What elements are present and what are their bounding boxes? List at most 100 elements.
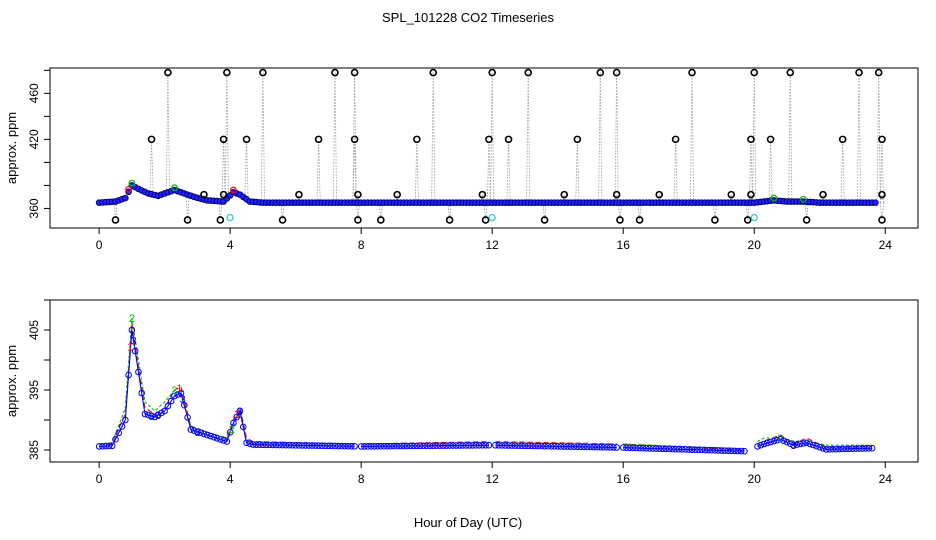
series-3-point — [344, 442, 352, 450]
series-3-point — [393, 442, 401, 450]
series-3-point — [685, 446, 693, 453]
series-3-point — [531, 442, 539, 450]
series-3-point — [272, 441, 280, 449]
top-panel: 0 4 8 12 16 20 24 360 420 460 approx. ppm — [4, 67, 919, 252]
spike-point — [573, 135, 582, 144]
spike-point — [183, 216, 192, 224]
series-3-point — [462, 442, 470, 449]
series-3-point — [292, 442, 299, 449]
series-3-point — [118, 423, 126, 430]
spike-line — [414, 139, 418, 203]
spike-point — [445, 216, 454, 224]
figure-title: SPL_101228 CO2 Timeseries — [382, 10, 554, 25]
series-3-point — [698, 446, 706, 454]
spike-line — [599, 72, 603, 203]
spike-point — [259, 68, 267, 77]
series-3-point — [357, 443, 365, 450]
spike-point — [242, 135, 251, 144]
series-3-point — [262, 441, 270, 449]
top-y-axis: 360 420 460 — [27, 69, 50, 218]
series-3-point — [108, 442, 116, 450]
spike-point — [481, 216, 490, 224]
series-3-point — [426, 442, 434, 450]
series-label: 2 — [171, 385, 177, 397]
series-3-point — [800, 440, 807, 447]
spike-point — [219, 135, 228, 144]
series-label: 1 — [127, 342, 133, 354]
series-3-point — [289, 441, 296, 449]
series-3-point — [515, 442, 522, 449]
spike-point — [278, 216, 287, 224]
spike-line — [876, 72, 880, 203]
series-3-point — [672, 445, 679, 453]
series-3-point — [131, 347, 139, 355]
series-3-point — [259, 441, 267, 449]
series-3-point — [141, 410, 149, 418]
spike-point — [111, 216, 120, 224]
spike-line — [789, 72, 793, 202]
series-3-point — [832, 445, 840, 453]
series-3-point — [230, 419, 237, 427]
series-3-point — [387, 442, 394, 450]
series-3-point — [239, 423, 247, 431]
series-3-point — [852, 445, 860, 452]
series-label: 2 — [129, 313, 135, 325]
series-3-point — [760, 440, 768, 448]
series-3-point — [849, 445, 856, 453]
spike-line — [788, 72, 791, 202]
series-label: 3 — [155, 410, 161, 422]
spike-line — [352, 139, 356, 203]
series-3-point — [629, 444, 637, 452]
series-3-point — [718, 447, 725, 454]
series-3-point — [806, 440, 814, 448]
series-3-point — [567, 443, 575, 450]
spike-point — [560, 190, 569, 199]
series-3-point — [449, 442, 457, 449]
series-3-point — [655, 445, 663, 452]
spike-line — [840, 139, 844, 203]
series-3-point — [587, 443, 594, 451]
spike-line — [332, 72, 336, 203]
series-3-point — [446, 442, 453, 449]
spike-line — [224, 72, 228, 199]
bottom-x-tick-label: 8 — [358, 472, 365, 486]
bottom-x-tick-label: 24 — [879, 472, 893, 486]
series-3-point — [675, 445, 683, 453]
series-3-point — [158, 409, 165, 417]
series-label: 1 — [234, 409, 240, 421]
series-3-point — [315, 442, 322, 449]
data-point-accent — [230, 186, 237, 194]
series-3-point — [351, 442, 358, 450]
series-3-point — [678, 446, 686, 453]
series-3-point — [580, 443, 588, 451]
series-3-point — [813, 442, 820, 450]
series-3-point — [167, 397, 175, 405]
spike-line — [614, 72, 618, 203]
series-3-point — [194, 428, 201, 436]
spike-point — [331, 68, 339, 77]
series-3-point — [102, 442, 109, 450]
series-3-point — [727, 447, 735, 455]
series-3-point — [767, 438, 774, 446]
spike-line — [151, 139, 154, 195]
series-3-point — [416, 442, 424, 450]
series-3-point — [213, 435, 221, 442]
spike-line — [165, 72, 169, 193]
series-3-point — [374, 442, 381, 450]
series-3-point — [665, 445, 673, 453]
series-3-point — [583, 443, 591, 451]
series-3-point — [154, 411, 162, 419]
series-3-point — [606, 444, 614, 451]
spike-point — [596, 68, 605, 77]
series-3-point — [613, 444, 620, 451]
series-3-point — [207, 432, 214, 440]
spike-line — [753, 72, 757, 203]
series-3-point — [433, 442, 440, 450]
spike-line — [318, 139, 321, 203]
series-3-point — [701, 446, 709, 454]
series-3-point — [220, 437, 227, 444]
series-3-point — [384, 442, 391, 450]
series-label: 2 — [229, 424, 235, 436]
spike-point — [855, 68, 863, 77]
bottom-x-tick-label: 4 — [227, 472, 234, 486]
